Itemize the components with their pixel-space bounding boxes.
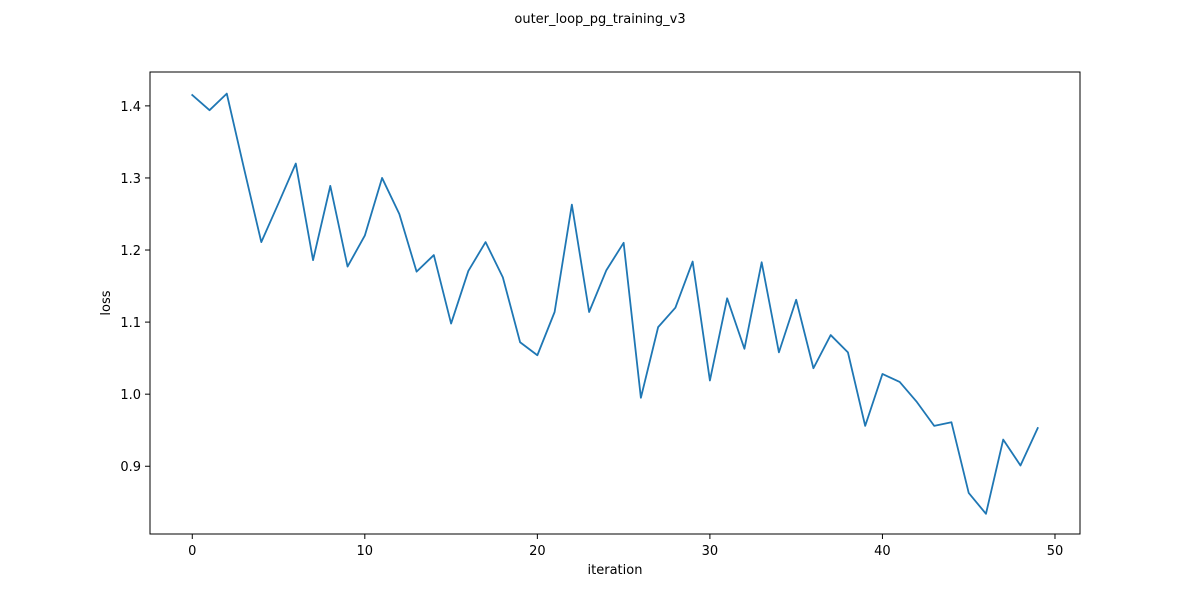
y-axis-label: loss <box>99 290 114 315</box>
y-tick-label: 1.1 <box>120 316 141 331</box>
x-axis-ticks: 0 10 20 30 40 50 <box>188 534 1063 559</box>
x-tick-label: 0 <box>188 544 196 559</box>
chart-title: outer_loop_pg_training_v3 <box>514 12 685 27</box>
series-line <box>190 92 1039 515</box>
y-axis-ticks: 0.9 1.0 1.1 1.2 1.3 1.4 <box>120 100 150 475</box>
y-tick-label: 1.2 <box>120 244 141 259</box>
y-tick-label: 1.4 <box>120 100 141 115</box>
y-tick-label: 1.0 <box>120 388 141 403</box>
x-tick-label: 40 <box>874 544 891 559</box>
x-tick-label: 20 <box>529 544 546 559</box>
y-tick-label: 0.9 <box>120 460 141 475</box>
x-tick-label: 10 <box>357 544 374 559</box>
x-tick-label: 30 <box>702 544 719 559</box>
plot-area-frame <box>149 71 1081 535</box>
x-tick-label: 50 <box>1047 544 1064 559</box>
y-tick-label: 1.3 <box>120 172 141 187</box>
x-axis-label: iteration <box>588 563 643 578</box>
